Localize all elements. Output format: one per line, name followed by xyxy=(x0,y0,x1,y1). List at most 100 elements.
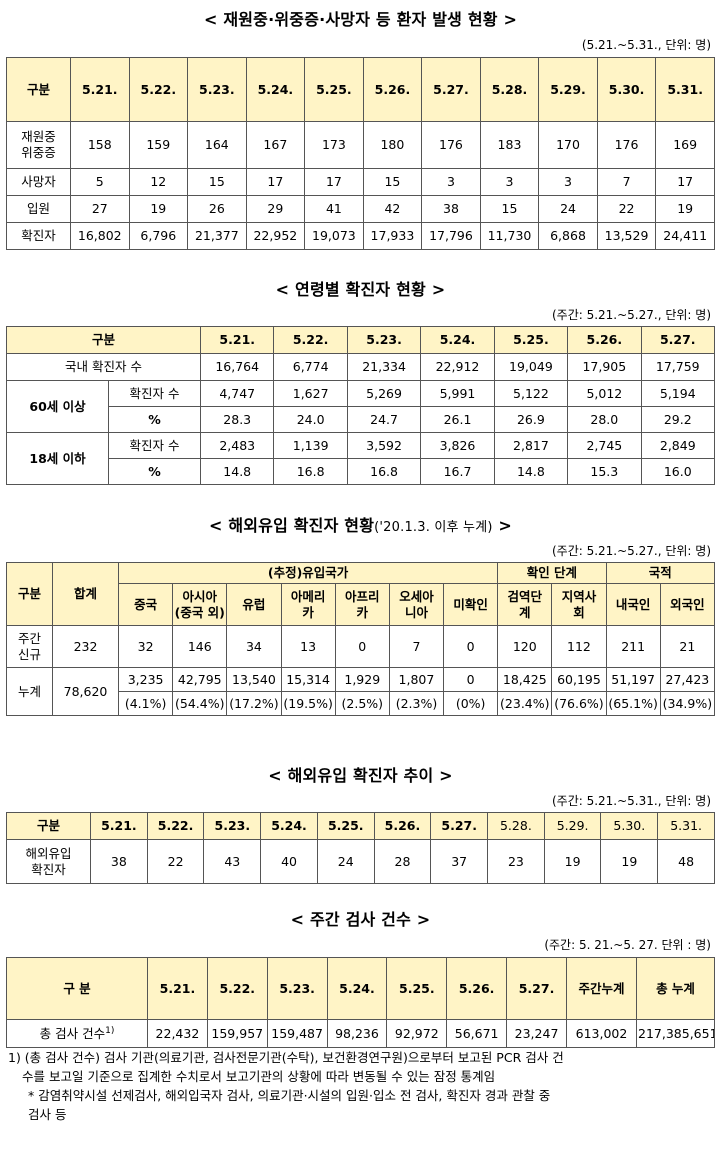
table-cell: 38 xyxy=(90,839,148,884)
row-label-text: 총 검사 건수 xyxy=(39,1025,106,1041)
section-weekly-tests: < 주간 검사 건수 > (주간: 5. 21.~5. 27. 단위 : 명) … xyxy=(6,906,715,1048)
table-cell: (23.4%) xyxy=(497,691,553,716)
table-cell: (76.6%) xyxy=(551,691,607,716)
table-cell: (17.2%) xyxy=(226,691,282,716)
table-cell: 158 xyxy=(70,121,130,169)
table-cell: 43 xyxy=(203,839,262,884)
table5-title: < 주간 검사 건수 > xyxy=(290,910,431,929)
row-label: 사망자 xyxy=(6,168,71,196)
table-row: % 14.8 16.8 16.8 16.7 14.8 15.3 16.0 xyxy=(7,458,716,485)
table1-h11: 5.31. xyxy=(655,57,715,122)
table3-sub5: 오세아 니아 xyxy=(388,583,445,626)
table-cell: (0%) xyxy=(443,691,499,716)
table-cell: 12 xyxy=(128,168,189,196)
table-cell: 5 xyxy=(70,168,130,196)
table-cell: 1,139 xyxy=(273,432,348,459)
table-cell: 6,868 xyxy=(538,222,598,250)
table1-unit: (5.21.~5.31., 단위: 명) xyxy=(581,38,711,52)
table-cell: 92,972 xyxy=(386,1019,448,1048)
table4-header-row: 구분 5.21. 5.22. 5.23. 5.24. 5.25. 5.26. 5… xyxy=(6,812,715,840)
table-row: 해외유입 확진자 38 22 43 40 24 28 37 23 19 19 4… xyxy=(6,839,715,884)
table-cell: 24 xyxy=(538,195,598,223)
table3-title-sub: ('20.1.3. 이후 누계) xyxy=(374,520,493,535)
table5-h8: 주간누계 xyxy=(566,957,637,1020)
table4-h11: 5.31. xyxy=(657,812,715,840)
table-cell: (2.5%) xyxy=(334,691,390,716)
table3-h-gubun: 구분 xyxy=(6,562,53,626)
table-cell: 6,774 xyxy=(273,353,348,381)
table-cell: 2,483 xyxy=(200,432,275,459)
table-cell: 24,411 xyxy=(655,222,715,250)
table-row: 재원중 위중증 158 159 164 167 173 180 176 183 … xyxy=(6,121,715,169)
table1-h5: 5.25. xyxy=(304,57,364,122)
table-cell: 21,334 xyxy=(346,353,422,381)
table4-h9: 5.29. xyxy=(543,812,602,840)
table-cell: 17 xyxy=(655,168,715,196)
table-cell: 146 xyxy=(172,625,228,668)
table-row: (4.1%) (54.4%) (17.2%) (19.5%) (2.5%) (2… xyxy=(7,691,716,716)
table2-h2: 5.22. xyxy=(273,326,348,354)
table-cell: 180 xyxy=(362,121,423,169)
table-row: 입원 27 19 26 29 41 42 38 15 24 22 19 xyxy=(6,195,715,223)
table-cell: 13,529 xyxy=(596,222,657,250)
table-row: 누계 78,620 3,235 42,795 13,540 15,314 1,9… xyxy=(6,667,716,716)
table-cell: 5,122 xyxy=(493,380,569,407)
table4-h5: 5.25. xyxy=(316,812,375,840)
table-cell: 23,247 xyxy=(506,1019,567,1048)
table-cell: 21,377 xyxy=(187,222,247,250)
table-cell: 17 xyxy=(245,168,306,196)
table2: 구분 5.21. 5.22. 5.23. 5.24. 5.25. 5.26. 5… xyxy=(5,326,716,485)
table-cell: 16.8 xyxy=(273,458,348,485)
table-cell: 176 xyxy=(596,121,657,169)
table3-title-end: > xyxy=(492,516,513,535)
table2-header-row: 구분 5.21. 5.22. 5.23. 5.24. 5.25. 5.26. 5… xyxy=(5,326,716,354)
table1-h6: 5.26. xyxy=(362,57,423,122)
table1-header-row: 구분 5.21. 5.22. 5.23. 5.24. 5.25. 5.26. 5… xyxy=(6,57,715,122)
table4-h2: 5.22. xyxy=(146,812,205,840)
table-cell: 19 xyxy=(128,195,189,223)
table-cell: 23 xyxy=(487,839,545,884)
table1-h9: 5.29. xyxy=(538,57,598,122)
table-cell: 26.1 xyxy=(420,406,495,433)
table2-h6: 5.26. xyxy=(567,326,642,354)
table-cell: 29 xyxy=(245,195,306,223)
table5-h9: 총 누계 xyxy=(636,957,715,1020)
table-cell: 3 xyxy=(538,168,598,196)
table-cell: 22 xyxy=(596,195,657,223)
table-cell: 24 xyxy=(316,839,375,884)
row-label: 국내 확진자 수 xyxy=(5,353,202,381)
table3-sub10: 외국인 xyxy=(659,583,716,626)
table-cell: 0 xyxy=(443,667,499,692)
table4-h6: 5.26. xyxy=(373,812,432,840)
table-cell: 159,487 xyxy=(266,1019,328,1048)
row-label: 확진자 수 xyxy=(107,380,202,407)
table-row: % 28.3 24.0 24.7 26.1 26.9 28.0 29.2 xyxy=(7,406,716,433)
table4-h10: 5.30. xyxy=(600,812,659,840)
table-cell: 2,817 xyxy=(493,432,569,459)
table-row: 총 검사 건수1) 22,432 159,957 159,487 98,236 … xyxy=(6,1019,715,1048)
table-cell: 0 xyxy=(334,625,390,668)
row-label: 총 검사 건수1) xyxy=(6,1019,148,1048)
table4-h0: 구분 xyxy=(6,812,91,840)
table-cell: 7 xyxy=(388,625,445,668)
table3-title-main: < 해외유입 확진자 현황 xyxy=(208,516,375,535)
table2-title: < 연령별 확진자 현황 > xyxy=(275,280,446,299)
footnote-line-3: * 감염취약시설 선제검사, 해외입국자 검사, 의료기관·시설의 입원·입소 … xyxy=(28,1088,551,1103)
table-cell: 42 xyxy=(362,195,423,223)
table-cell: 1,627 xyxy=(273,380,348,407)
table5-h0: 구 분 xyxy=(6,957,148,1020)
table-cell: 11,730 xyxy=(479,222,540,250)
table2-h5: 5.25. xyxy=(493,326,569,354)
table-cell: 51,197 xyxy=(605,667,661,692)
table1-h7: 5.27. xyxy=(421,57,481,122)
table2-h3: 5.23. xyxy=(346,326,422,354)
table2-unit: (주간: 5.21.~5.27., 단위: 명) xyxy=(551,308,711,322)
table1-h0: 구분 xyxy=(6,57,71,122)
table3-title: < 해외유입 확진자 현황('20.1.3. 이후 누계) > xyxy=(6,512,715,536)
table-cell: 211 xyxy=(605,625,661,668)
table-cell: 24.7 xyxy=(346,406,422,433)
table-row: 18세 이하 확진자 수 2,483 1,139 3,592 3,826 2,8… xyxy=(6,432,716,485)
table-cell: 19 xyxy=(655,195,715,223)
table-cell: (2.3%) xyxy=(388,691,445,716)
table-cell: 26.9 xyxy=(493,406,569,433)
